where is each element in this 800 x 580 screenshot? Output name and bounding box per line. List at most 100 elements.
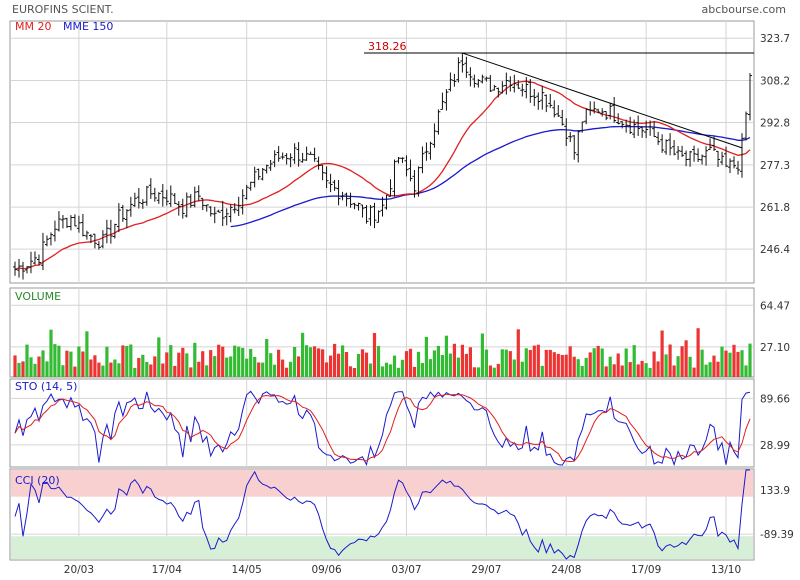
volume-bar	[584, 357, 588, 377]
ohlc-bar	[288, 153, 293, 168]
volume-bar	[452, 343, 456, 377]
ohlc-bar	[276, 146, 281, 162]
ytick-price-5: 246.4	[760, 244, 790, 256]
ohlc-bar	[404, 155, 409, 177]
ohlc-bar	[440, 92, 445, 110]
volume-bar	[432, 350, 436, 377]
volume-bar	[556, 353, 560, 377]
ohlc-bar	[736, 160, 741, 175]
volume-bar	[137, 357, 141, 377]
ohlc-bar	[548, 94, 553, 108]
mm20-line	[14, 80, 751, 271]
ohlc-bar	[316, 156, 321, 170]
volume-bar	[229, 356, 233, 377]
volume-bar	[313, 346, 317, 377]
ohlc-bar	[476, 79, 481, 88]
volume-bar	[185, 353, 189, 377]
ohlc-bar	[60, 215, 65, 229]
volume-bar	[608, 356, 612, 377]
resistance-label: 318.26	[368, 40, 407, 53]
ohlc-bar	[720, 151, 725, 165]
volume-bar	[700, 349, 704, 377]
volume-bar	[504, 349, 508, 377]
ohlc-bar	[164, 189, 169, 206]
ohlc-bar	[676, 145, 681, 160]
ohlc-bar	[16, 258, 21, 278]
volume-bar	[380, 366, 385, 377]
ohlc-bar	[568, 132, 573, 143]
volume-bar	[157, 337, 161, 377]
ohlc-bar	[640, 126, 645, 138]
ohlc-bar	[76, 215, 81, 233]
volume-bar	[644, 363, 648, 377]
volume-bar	[664, 354, 668, 377]
volume-bar	[37, 356, 41, 377]
ohlc-bar	[444, 89, 449, 111]
ohlc-bar	[420, 146, 425, 174]
volume-bar	[684, 340, 688, 377]
volume-bar	[217, 344, 221, 377]
volume-bar	[65, 350, 69, 377]
volume-bar	[85, 331, 89, 377]
ohlc-bar	[436, 109, 441, 135]
ohlc-bar	[596, 108, 601, 114]
ohlc-bar	[112, 223, 117, 239]
axis-labels: 323.7 308.2 292.8 277.3 261.8 246.4 64.47 27.10…	[64, 33, 794, 576]
ohlc-bar	[452, 73, 457, 87]
ohlc-bar	[128, 196, 133, 217]
ohlc-bar	[156, 192, 161, 204]
volume-bar	[448, 353, 452, 377]
volume-bar	[281, 359, 285, 377]
ohlc-bar	[656, 131, 661, 145]
ohlc-bar	[492, 84, 497, 91]
volume-bar	[101, 365, 105, 377]
ohlc-bar	[184, 192, 189, 218]
volume-bar	[149, 364, 153, 377]
volume-bar	[309, 347, 313, 377]
ohlc-bar	[508, 76, 513, 92]
ohlc-bar	[72, 214, 77, 227]
ohlc-bar	[24, 266, 29, 274]
ohlc-bar	[80, 213, 85, 237]
volume-bar	[73, 366, 77, 377]
volume-bar	[305, 345, 309, 377]
ohlc-bar	[148, 178, 153, 199]
ohlc-bar	[120, 204, 125, 222]
volume-bar	[117, 363, 121, 377]
ohlc-bar	[220, 200, 225, 227]
ohlc-bar	[600, 108, 605, 117]
ohlc-bar	[396, 157, 401, 164]
volume-bar	[496, 363, 500, 377]
ohlc-bar	[104, 219, 109, 244]
volume-bar	[708, 362, 712, 377]
ohlc-bar	[416, 166, 421, 197]
volume-bar	[376, 345, 381, 377]
volume-bar	[213, 356, 217, 377]
ohlc-bar	[296, 142, 301, 167]
ohlc-bar	[96, 241, 101, 250]
volume-bar	[744, 365, 748, 377]
ohlc-bar	[556, 105, 561, 117]
ohlc-bar	[344, 192, 349, 207]
ohlc-bar	[612, 96, 617, 123]
xtick-6: 24/08	[551, 564, 581, 576]
volume-bar	[624, 348, 628, 377]
volume-bar	[668, 344, 672, 377]
volume-bar	[372, 333, 377, 377]
ohlc-bar	[68, 215, 73, 231]
ohlc-bar	[684, 150, 689, 167]
volume-bar	[492, 367, 496, 377]
ohlc-bar	[260, 168, 265, 181]
volume-bar	[464, 353, 468, 377]
mme150-line	[230, 125, 751, 228]
volume-bar	[384, 362, 389, 377]
volume-bar	[480, 333, 484, 377]
volume-bar	[125, 346, 129, 377]
ohlc-bar	[304, 146, 309, 161]
volume-bar	[209, 350, 213, 377]
ohlc-bar	[212, 206, 217, 224]
volume-bar	[344, 352, 349, 377]
volume-bar	[660, 330, 664, 377]
volume-bar	[189, 367, 193, 377]
volume-bar	[472, 367, 476, 377]
